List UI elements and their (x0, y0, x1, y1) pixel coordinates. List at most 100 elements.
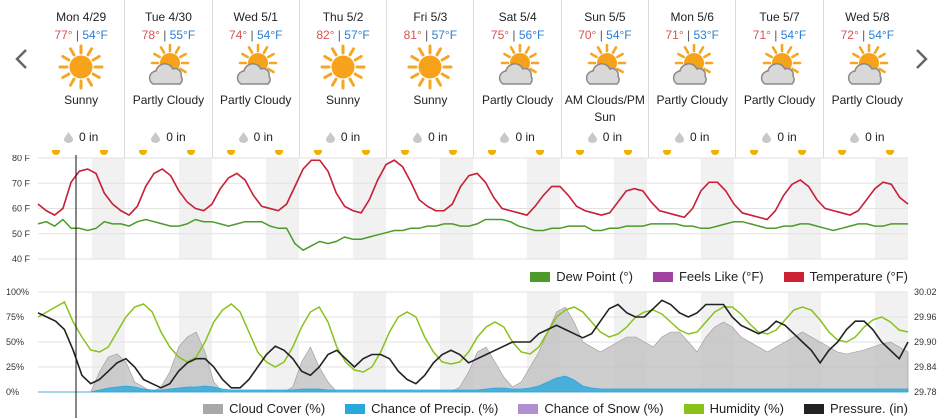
day-date: Sun 5/5 (584, 10, 626, 24)
temp-separator: | (596, 28, 607, 42)
temperature-legend: Dew Point (°) Feels Like (°F) Temperature … (530, 269, 908, 284)
day-column[interactable]: Tue 4/30 78° | 55°F Partly Cloudy 0 in (125, 0, 213, 158)
sun-marker-icon (798, 150, 807, 155)
low-temp: 54°F (82, 28, 108, 42)
low-temp: 57°F (344, 28, 370, 42)
legend-item[interactable]: Dew Point (°) (530, 269, 633, 284)
raindrop-icon (238, 131, 248, 143)
high-temp: 82° (316, 28, 335, 42)
day-condition: Partly Cloudy (220, 93, 292, 107)
sun-marker-icon (711, 150, 720, 155)
sun-marker-icon (623, 150, 632, 155)
day-column[interactable]: Tue 5/7 71° | 54°F Partly Cloudy 0 in (736, 0, 824, 158)
day-date: Tue 4/30 (144, 10, 192, 24)
daylight-markers (649, 150, 735, 156)
day-precip: 0 in (824, 130, 911, 144)
legend-swatch (803, 403, 824, 414)
day-temps: 81° | 57°F (387, 28, 473, 42)
next-days-button[interactable] (911, 44, 933, 74)
chevron-right-icon (916, 49, 928, 69)
sun-marker-icon (100, 150, 108, 155)
low-temp: 54°F (606, 28, 632, 42)
high-temp: 71° (752, 28, 771, 42)
temp-axis-tick: 50 F (12, 229, 31, 239)
legend-item[interactable]: Chance of Precip. (%) (345, 401, 498, 416)
sun-marker-icon (361, 150, 370, 155)
sun-marker-icon (575, 150, 584, 155)
day-column[interactable]: Fri 5/3 81° | 57°F Sunny 0 in (387, 0, 475, 158)
pressure-line (37, 299, 909, 389)
temp-separator: | (509, 28, 519, 42)
precip-amount: 0 in (690, 130, 710, 144)
sun-marker-icon (885, 150, 894, 155)
day-column[interactable]: Mon 5/6 71° | 53°F Partly Cloudy 0 in (649, 0, 737, 158)
legend-swatch (203, 403, 224, 414)
day-precip: 0 in (562, 130, 648, 144)
day-date: Wed 5/1 (233, 10, 278, 24)
daylight-markers (125, 150, 211, 156)
legend-label: Pressure. (in) (829, 401, 908, 416)
day-temps: 70° | 54°F (562, 28, 648, 42)
day-condition: Sunny (413, 93, 448, 107)
temp-axis-tick: 40 F (12, 254, 31, 264)
raindrop-icon (63, 131, 73, 143)
percent-axis-tick: 100% (6, 287, 29, 297)
raindrop-icon (151, 131, 161, 143)
high-temp: 72° (840, 28, 859, 42)
legend-item[interactable]: Pressure. (in) (803, 401, 908, 416)
daylight-markers (562, 150, 648, 156)
high-temp: 81° (403, 28, 422, 42)
hourly-charts: 80 F 70 F 60 F 50 F 40 F 100% 75% 50% 25% 0% 30.02… (6, 155, 937, 418)
day-column[interactable]: Wed 5/8 72° | 54°F Partly Cloudy 0 in (824, 0, 911, 158)
daylight-markers (736, 150, 822, 156)
legend-item[interactable]: Temperature (°F) (783, 269, 908, 284)
day-temps: 71° | 53°F (649, 28, 735, 42)
day-temps: 75° | 56°F (474, 28, 560, 42)
day-precip: 0 in (649, 130, 735, 144)
day-date: Fri 5/3 (413, 10, 448, 24)
high-temp: 78° (141, 28, 160, 42)
high-temp: 70° (578, 28, 597, 42)
day-column[interactable]: Wed 5/1 74° | 54°F Partly Cloudy 0 in (213, 0, 300, 158)
day-column[interactable]: Thu 5/2 82° | 57°F Sunny 0 in (300, 0, 388, 158)
day-column[interactable]: Mon 4/29 77° | 54°F Sunny 0 in (38, 0, 126, 158)
prev-days-button[interactable] (10, 44, 32, 74)
legend-label: Feels Like (°F) (678, 269, 764, 284)
sun-marker-icon (663, 150, 672, 155)
pressure-axis-tick: 29.90 (914, 337, 937, 347)
temp-axis-tick: 80 F (12, 155, 31, 163)
day-precip: 0 in (38, 130, 124, 144)
temp-separator: | (159, 28, 170, 42)
percent-axis-tick: 50% (6, 337, 24, 347)
raindrop-icon (413, 131, 423, 143)
legend-swatch (683, 403, 704, 414)
partly-cloudy-icon (585, 44, 627, 85)
precip-amount: 0 in (515, 130, 535, 144)
legend-swatch (530, 271, 551, 282)
day-column[interactable]: Sat 5/4 75° | 56°F Partly Cloudy 0 in (474, 0, 562, 158)
day-date: Sat 5/4 (498, 10, 537, 24)
day-condition: Partly Cloudy (743, 93, 816, 107)
legend-item[interactable]: Feels Like (°F) (652, 269, 764, 284)
daylight-markers (474, 150, 560, 156)
day-precip: 0 in (300, 130, 386, 144)
legend-item[interactable]: Humidity (%) (683, 401, 784, 416)
legend-item[interactable]: Chance of Snow (%) (518, 401, 664, 416)
legend-label: Dew Point (°) (556, 269, 633, 284)
precip-amount: 0 in (166, 130, 186, 144)
day-temps: 71° | 54°F (736, 28, 822, 42)
day-condition: Sunny (326, 93, 361, 107)
partly-cloudy-icon (149, 44, 190, 85)
percent-axis-tick: 75% (6, 312, 24, 322)
day-column[interactable]: Sun 5/5 70° | 54°F AM Clouds/PM Sun 0 in (562, 0, 650, 158)
day-date: Thu 5/2 (322, 10, 364, 24)
partly-cloudy-icon (760, 44, 801, 85)
temp-separator: | (858, 28, 869, 42)
sun-icon (320, 44, 366, 90)
raindrop-icon (587, 131, 597, 143)
day-precip: 0 in (387, 130, 473, 144)
high-temp: 75° (490, 28, 510, 42)
legend-item[interactable]: Cloud Cover (%) (203, 401, 325, 416)
precip-amount: 0 in (340, 130, 361, 144)
sun-marker-icon (750, 150, 759, 155)
